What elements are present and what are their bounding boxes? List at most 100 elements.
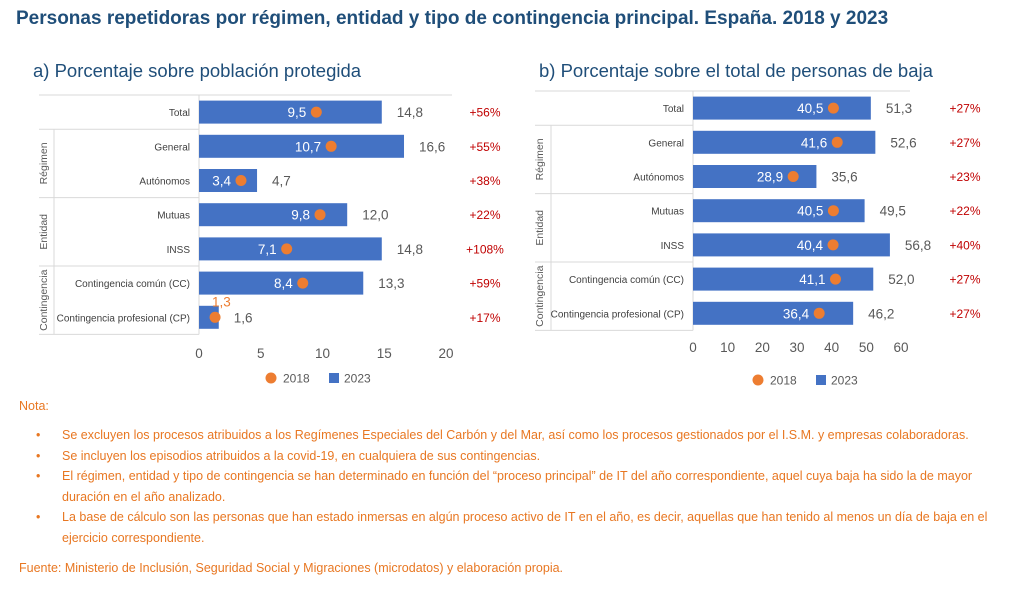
value-label-2023: 16,6 <box>419 139 445 154</box>
bar-2023 <box>693 130 876 154</box>
change-label: +27% <box>949 273 980 287</box>
change-label: +55% <box>469 140 500 154</box>
group-label: Entidad <box>534 210 546 246</box>
notes-list: • Se excluyen los procesos atribuidos a l… <box>19 425 1009 548</box>
change-label: +38% <box>469 174 500 188</box>
value-label-2018: 7,1 <box>258 242 277 257</box>
legend-dot-2018 <box>752 374 764 386</box>
note-text: La base de cálculo son las personas que … <box>62 510 988 545</box>
value-label-2023: 4,7 <box>272 174 291 189</box>
change-label: +22% <box>949 204 980 218</box>
chart-b-title: b) Porcentaje sobre el total de personas… <box>539 60 933 81</box>
dot-2018 <box>829 273 841 285</box>
group-label: Régimen <box>534 138 546 180</box>
bar-2023 <box>199 305 219 329</box>
bar-2023 <box>693 199 865 223</box>
dot-2018 <box>209 311 221 323</box>
note-text: Se incluyen los episodios atribuidos a l… <box>62 448 541 463</box>
x-tick-label: 0 <box>689 340 697 355</box>
chart-a: Régimen Entidad Contingencia Total General Au… <box>38 94 504 386</box>
note-item: • La base de cálculo son las personas que… <box>19 507 1009 548</box>
dot-2018 <box>235 175 247 186</box>
dot-2018 <box>827 205 839 217</box>
dot-2018 <box>310 106 322 118</box>
value-label-2018: 1,3 <box>212 294 231 309</box>
legend-label-2018: 2018 <box>770 374 797 388</box>
dot-2018 <box>787 171 799 182</box>
legend-label-2023: 2023 <box>344 372 371 386</box>
value-label-2018: 10,7 <box>295 139 321 154</box>
dot-2018 <box>831 136 843 148</box>
dot-2018 <box>827 239 839 251</box>
note-text: Se excluyen los procesos atribuidos a lo… <box>62 428 969 442</box>
value-label-2023: 51,3 <box>886 101 912 116</box>
change-label: +22% <box>469 208 500 222</box>
dot-2018 <box>314 209 326 221</box>
bar-2023 <box>199 203 348 227</box>
bullet-icon: • <box>36 469 41 483</box>
x-tick-label: 30 <box>789 340 804 355</box>
change-label: +59% <box>469 277 500 291</box>
note-item: • Se incluyen los episodios atribuidos a … <box>19 446 1009 467</box>
bullet-icon: • <box>36 510 41 524</box>
bullet-icon: • <box>36 428 41 442</box>
change-label: +56% <box>469 106 500 120</box>
value-label-2023: 35,6 <box>831 170 857 185</box>
bar-2023 <box>693 301 854 325</box>
value-label-2018: 40,5 <box>797 101 823 116</box>
change-label: +27% <box>949 136 980 150</box>
category-label: Contingencia común (CC) <box>75 279 190 290</box>
bar-2023 <box>199 169 258 192</box>
value-label-2018: 41,6 <box>801 135 827 150</box>
chart-a-title: a) Porcentaje sobre población protegida <box>33 60 362 81</box>
bar-2023 <box>199 100 382 124</box>
value-label-2018: 9,8 <box>291 208 310 223</box>
chart-b: Régimen Entidad Contingencia Total General Au… <box>534 90 981 388</box>
value-label-2018: 36,4 <box>783 306 810 321</box>
x-tick-label: 60 <box>893 340 908 355</box>
category-label: Mutuas <box>651 207 684 218</box>
x-tick-label: 5 <box>257 346 265 361</box>
x-tick-label: 20 <box>438 346 453 361</box>
category-label: Contingencia profesional (CP) <box>551 309 684 320</box>
x-tick-label: 10 <box>315 346 330 361</box>
change-label: +40% <box>949 238 980 252</box>
bar-2023 <box>693 267 874 291</box>
category-label: Total <box>169 108 190 119</box>
x-tick-label: 15 <box>377 346 392 361</box>
dot-2018 <box>281 243 293 255</box>
dot-2018 <box>325 140 337 152</box>
notes-section: Nota: • Se excluyen los procesos atribuid… <box>19 398 1009 577</box>
value-label-2023: 56,8 <box>905 238 931 253</box>
category-label: INSS <box>661 241 685 252</box>
bar-2023 <box>199 271 364 295</box>
value-label-2018: 40,4 <box>797 238 824 253</box>
value-label-2023: 1,6 <box>234 310 253 325</box>
legend-label-2018: 2018 <box>283 372 310 386</box>
category-label: General <box>648 138 684 149</box>
legend-label-2023: 2023 <box>831 374 858 388</box>
change-label: +27% <box>949 307 980 321</box>
category-label: Mutuas <box>157 211 190 222</box>
category-label: General <box>154 142 190 153</box>
value-label-2023: 52,0 <box>888 272 914 287</box>
note-text: El régimen, entidad y tipo de contingenc… <box>62 469 973 504</box>
value-label-2018: 41,1 <box>799 272 825 287</box>
value-label-2023: 46,2 <box>868 306 894 321</box>
change-label: +108% <box>466 242 504 256</box>
bar-2023 <box>693 96 871 120</box>
legend-swatch-2023 <box>816 375 826 385</box>
value-label-2018: 28,9 <box>757 170 783 185</box>
category-label: Autónomos <box>633 173 684 184</box>
value-label-2018: 9,5 <box>288 105 307 120</box>
x-tick-label: 40 <box>824 340 839 355</box>
category-label: Contingencia común (CC) <box>569 275 684 286</box>
group-label: Entidad <box>38 214 50 250</box>
source-note: Fuente: Ministerio de Inclusión, Segurid… <box>19 561 564 575</box>
dot-2018 <box>297 277 309 289</box>
value-label-2023: 52,6 <box>890 135 916 150</box>
page-title: Personas repetidoras por régimen, entida… <box>16 8 889 29</box>
notes-label: Nota: <box>19 399 49 413</box>
group-label: Régimen <box>38 142 50 184</box>
change-label: +27% <box>949 102 980 116</box>
